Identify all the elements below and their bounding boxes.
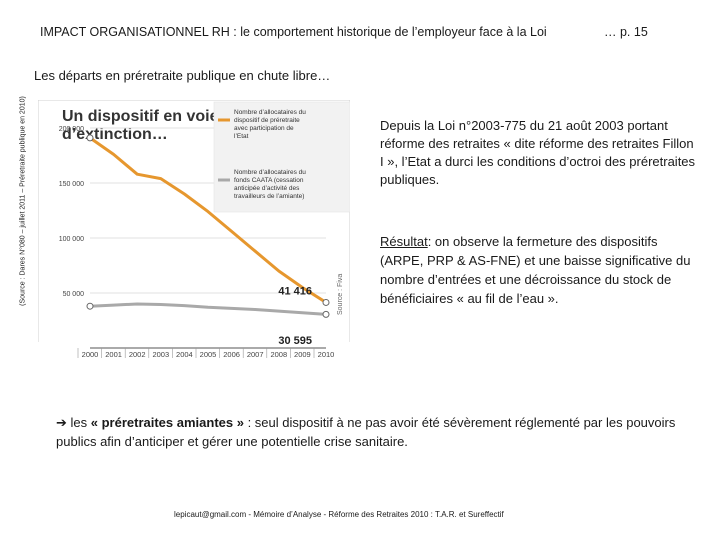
x-tick-label: 2008 <box>270 350 287 359</box>
x-tick-label: 2002 <box>129 350 146 359</box>
y-tick-label: 200 000 <box>59 126 84 133</box>
y-tick-label: 100 000 <box>59 236 84 243</box>
x-tick-label: 2004 <box>176 350 193 359</box>
x-tick-label: 2000 <box>82 350 99 359</box>
series-line-2 <box>89 302 327 316</box>
series-lines <box>86 134 330 318</box>
x-tick-label: 2001 <box>105 350 122 359</box>
series-line-1 <box>89 136 327 304</box>
arrow-right-icon: ➔ <box>56 415 67 430</box>
x-axis-band <box>38 342 350 362</box>
x-tick-label: 2009 <box>294 350 311 359</box>
chart-source-label: Source : Fiva <box>337 274 344 315</box>
series-1-point <box>86 134 94 142</box>
page-title: IMPACT ORGANISATIONNEL RH : le comportem… <box>40 25 547 39</box>
page-number: … p. 15 <box>604 25 648 39</box>
legend-label-line: Nombre d’allocataires du <box>234 169 306 176</box>
p3-before: les <box>66 415 91 430</box>
p3-bold: « préretraites amiantes » <box>90 415 244 430</box>
series-2-point <box>322 310 330 318</box>
series-1-point <box>322 298 330 306</box>
y-tick-label: 150 000 <box>59 181 84 188</box>
end-labels: 41 416 30 595 <box>278 285 312 347</box>
end-label-series-2: 30 595 <box>278 335 312 347</box>
y-tick-label: 50 000 <box>63 291 85 298</box>
legend-label-line: l’Etat <box>234 133 249 140</box>
end-label-series-1: 41 416 <box>278 285 312 297</box>
p2-text: : on observe la fermeture des dispositif… <box>380 234 691 306</box>
legend-label-line: dispositif de préretraite <box>234 117 300 124</box>
legend-label-line: fonds CAATA (cessation <box>234 177 304 184</box>
legend-label: Nombre d’allocataires du fonds CAATA (ces… <box>234 169 306 200</box>
p3-after: : seul dispositif à ne pas avoir été sév… <box>56 415 676 449</box>
x-tick-label: 2005 <box>200 350 217 359</box>
p2-label: Résultat <box>380 234 428 249</box>
legend-label: Nombre d’allocataires du dispositif de pr… <box>234 109 306 140</box>
legend-label-line: travailleurs de l’amiante) <box>234 193 304 200</box>
p1-after: portant réforme des retraites « dite réf… <box>380 118 696 187</box>
chart-title-line-1: Un dispositif en voie <box>62 108 219 125</box>
legend-box <box>213 101 350 213</box>
x-tick-label: 2006 <box>223 350 240 359</box>
paragraph-result: Résultat: on observe la fermeture des di… <box>380 232 700 308</box>
source-note-text: (Source : Dares N°080 – juillet 2011 – P… <box>19 96 27 306</box>
x-tick-label: 2003 <box>152 350 169 359</box>
x-tick-labels: 2000 2001 2002 2003 2004 2005 2006 2007 2008 2009… <box>77 348 335 359</box>
paragraph-asbestos: ➔ les « préretraites amiantes » : seul d… <box>56 413 696 451</box>
paragraph-law: Depuis la Loi n°2003-775 du 21 août 2003… <box>380 117 700 189</box>
legend-label-line: Nombre d’allocataires du <box>234 109 306 116</box>
line-chart: Un dispositif en voie d’extinction… 200 … <box>38 100 350 362</box>
y-tick-labels: 200 000 150 000 100 000 50 000 <box>59 126 84 298</box>
source-note: (Source : Dares N°080 – juillet 2011 – P… <box>11 96 35 306</box>
section-heading: Les départs en préretraite publique en c… <box>34 68 331 83</box>
x-tick-label: 2007 <box>247 350 264 359</box>
p1-law: Loi n°2003-775 du 21 août 2003 <box>437 118 624 133</box>
legend: Nombre d’allocataires du dispositif de pr… <box>213 101 350 213</box>
x-tick-label: 2010 <box>318 350 335 359</box>
footer: lepicaut@gmail.com - Mémoire d’Analyse -… <box>174 510 504 519</box>
legend-label-line: avec participation de <box>234 125 294 132</box>
legend-label-line: anticipée d’activité des <box>234 185 300 192</box>
series-2-point <box>86 302 94 310</box>
p1-before: Depuis la <box>380 118 438 133</box>
